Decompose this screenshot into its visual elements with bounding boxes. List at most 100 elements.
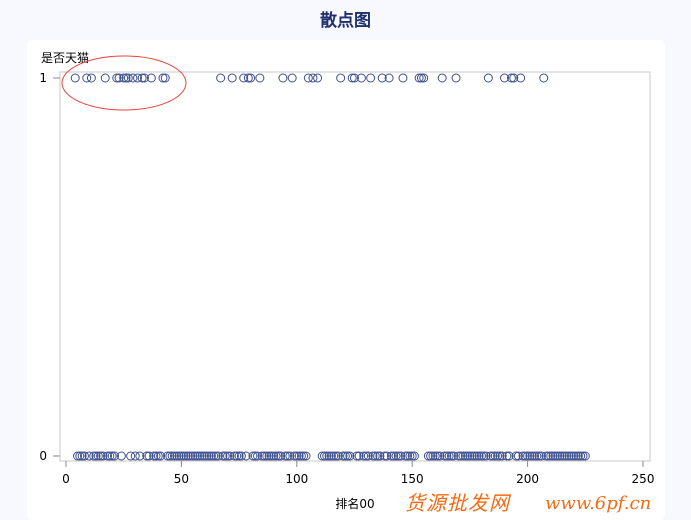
- data-point: [530, 451, 540, 461]
- data-point: [114, 73, 124, 83]
- data-point: [497, 451, 507, 461]
- data-point: [541, 451, 551, 461]
- data-point: [375, 451, 385, 461]
- data-point: [389, 451, 399, 461]
- data-point: [206, 451, 216, 461]
- data-point: [181, 451, 191, 461]
- data-point: [160, 73, 170, 83]
- data-point: [458, 451, 468, 461]
- data-point: [79, 451, 89, 461]
- data-point: [167, 451, 177, 461]
- data-point: [255, 73, 265, 83]
- data-point: [211, 451, 221, 461]
- data-point: [467, 451, 477, 461]
- chart-panel: [27, 40, 665, 520]
- data-point: [165, 451, 175, 461]
- data-point: [289, 451, 299, 461]
- data-point: [186, 451, 196, 461]
- data-point: [400, 451, 410, 461]
- data-point: [271, 451, 281, 461]
- data-point: [109, 451, 119, 461]
- data-point: [562, 451, 572, 461]
- data-point: [428, 451, 438, 461]
- data-point: [326, 451, 336, 461]
- data-point: [172, 451, 182, 461]
- watermark-line2: www.6pf.cn: [545, 493, 652, 514]
- data-point: [345, 451, 355, 461]
- data-point: [382, 451, 392, 461]
- data-point: [204, 451, 214, 461]
- data-point: [121, 73, 131, 83]
- data-point: [146, 73, 156, 83]
- data-point: [250, 451, 260, 461]
- data-point: [405, 451, 415, 461]
- data-point: [440, 451, 450, 461]
- data-point: [220, 451, 230, 461]
- data-point: [169, 451, 179, 461]
- x-tick-label: 0: [62, 472, 70, 486]
- data-point: [112, 73, 122, 83]
- data-point: [227, 73, 237, 83]
- x-axis-label: 排名00: [335, 496, 374, 511]
- data-point: [504, 451, 514, 461]
- data-point: [363, 451, 373, 461]
- data-point: [89, 451, 99, 461]
- data-point: [232, 451, 242, 461]
- data-point: [359, 451, 369, 461]
- data-point: [393, 451, 403, 461]
- x-tick-label: 200: [516, 472, 539, 486]
- data-point: [368, 451, 378, 461]
- data-point: [103, 451, 113, 461]
- data-point: [520, 451, 530, 461]
- data-point: [513, 451, 523, 461]
- data-point: [347, 73, 357, 83]
- data-point: [241, 451, 251, 461]
- data-point: [486, 451, 496, 461]
- data-point: [396, 451, 406, 461]
- data-point: [163, 451, 173, 461]
- data-point: [356, 73, 366, 83]
- data-point: [476, 451, 486, 461]
- data-point: [259, 451, 269, 461]
- data-point: [195, 451, 205, 461]
- data-point: [386, 451, 396, 461]
- data-point: [322, 451, 332, 461]
- data-point: [329, 451, 339, 461]
- data-point: [266, 451, 276, 461]
- data-point: [93, 451, 103, 461]
- data-point: [474, 451, 484, 461]
- data-point: [294, 451, 304, 461]
- data-point: [86, 73, 96, 83]
- data-point: [407, 451, 417, 461]
- data-point: [483, 73, 493, 83]
- data-point: [126, 451, 136, 461]
- data-point: [451, 73, 461, 83]
- data-point: [350, 73, 359, 83]
- annotation-ellipse: [61, 55, 187, 111]
- data-point: [107, 451, 117, 461]
- data-point: [423, 451, 433, 461]
- data-point: [91, 451, 101, 461]
- data-point: [338, 451, 348, 461]
- data-point: [197, 451, 207, 461]
- data-point: [218, 451, 228, 461]
- data-point: [276, 451, 286, 461]
- data-point: [133, 73, 143, 83]
- data-point: [183, 451, 193, 461]
- data-point: [190, 451, 200, 461]
- data-point: [151, 451, 161, 461]
- data-point: [317, 451, 327, 461]
- x-tick-label: 250: [632, 472, 655, 486]
- data-point: [488, 451, 498, 461]
- data-point: [73, 451, 83, 461]
- data-point: [98, 451, 108, 461]
- data-point: [303, 73, 313, 83]
- data-point: [493, 451, 503, 461]
- data-point: [511, 451, 521, 461]
- data-point: [578, 451, 588, 461]
- data-point: [130, 451, 140, 461]
- data-point: [465, 451, 475, 461]
- data-point: [460, 451, 470, 461]
- data-point: [82, 73, 92, 83]
- data-point: [380, 451, 390, 461]
